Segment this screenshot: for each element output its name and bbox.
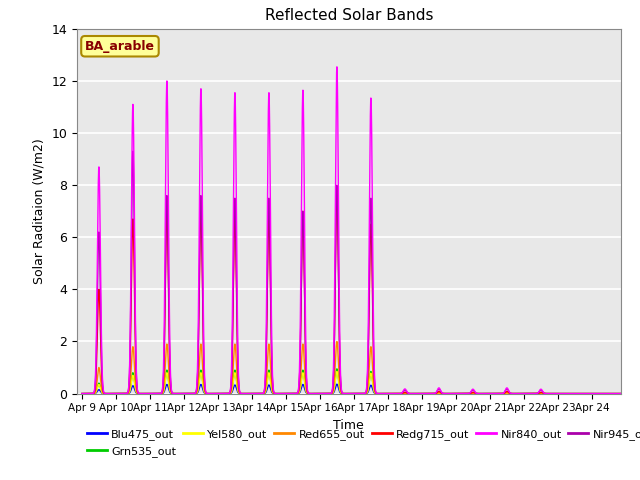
Nir840_out xyxy=(403,389,411,395)
Blu475_out xyxy=(191,391,198,396)
Y-axis label: Solar Raditaion (W/m2): Solar Raditaion (W/m2) xyxy=(33,138,45,284)
Yel580_out xyxy=(503,390,511,396)
X-axis label: Time: Time xyxy=(333,419,364,432)
Blu475_out xyxy=(503,391,511,396)
Grn535_out xyxy=(503,390,511,396)
Grn535_out xyxy=(622,391,630,396)
Redg715_out xyxy=(503,389,511,395)
Nir945_out xyxy=(191,391,198,396)
Red655_out xyxy=(191,391,198,396)
Grn535_out xyxy=(544,391,552,396)
Redg715_out xyxy=(191,391,198,396)
Nir945_out xyxy=(622,391,630,396)
Nir840_out xyxy=(530,391,538,396)
Grn535_out xyxy=(403,391,411,396)
Red655_out xyxy=(374,391,382,396)
Nir840_out xyxy=(78,391,86,396)
Grn535_out xyxy=(530,391,538,396)
Redg715_out xyxy=(403,390,411,396)
Nir945_out xyxy=(544,391,552,396)
Line: Nir945_out: Nir945_out xyxy=(82,151,626,394)
Blu475_out xyxy=(403,391,411,396)
Grn535_out xyxy=(374,391,382,396)
Yel580_out xyxy=(374,391,382,396)
Line: Redg715_out: Redg715_out xyxy=(82,188,626,394)
Blu475_out xyxy=(374,391,382,396)
Nir945_out xyxy=(596,391,604,396)
Nir945_out xyxy=(78,391,86,396)
Yel580_out xyxy=(622,391,630,396)
Grn535_out xyxy=(596,391,604,396)
Nir945_out xyxy=(403,390,411,396)
Yel580_out xyxy=(78,391,86,396)
Redg715_out xyxy=(596,391,604,396)
Yel580_out xyxy=(191,391,198,396)
Blu475_out xyxy=(544,391,552,396)
Title: Reflected Solar Bands: Reflected Solar Bands xyxy=(264,9,433,24)
Red655_out xyxy=(503,390,511,396)
Redg715_out xyxy=(374,391,382,396)
Yel580_out xyxy=(596,391,604,396)
Red655_out xyxy=(622,391,630,396)
Nir840_out xyxy=(503,385,511,391)
Red655_out xyxy=(596,391,604,396)
Legend: Blu475_out, Grn535_out, Yel580_out, Red655_out, Redg715_out, Nir840_out, Nir945_: Blu475_out, Grn535_out, Yel580_out, Red6… xyxy=(83,425,640,461)
Grn535_out xyxy=(191,391,198,396)
Nir840_out xyxy=(333,64,340,70)
Nir945_out xyxy=(129,148,137,154)
Nir840_out xyxy=(622,391,630,396)
Redg715_out xyxy=(333,185,340,191)
Nir840_out xyxy=(544,391,552,396)
Grn535_out xyxy=(78,391,86,396)
Blu475_out xyxy=(78,391,86,396)
Nir840_out xyxy=(191,391,198,396)
Blu475_out xyxy=(333,381,340,387)
Nir840_out xyxy=(596,391,604,396)
Line: Yel580_out: Yel580_out xyxy=(82,372,626,394)
Redg715_out xyxy=(530,391,538,396)
Nir840_out xyxy=(374,391,382,396)
Redg715_out xyxy=(78,391,86,396)
Red655_out xyxy=(544,391,552,396)
Nir945_out xyxy=(530,391,538,396)
Red655_out xyxy=(333,338,340,344)
Grn535_out xyxy=(333,366,340,372)
Line: Nir840_out: Nir840_out xyxy=(82,67,626,394)
Yel580_out xyxy=(403,391,411,396)
Nir945_out xyxy=(374,391,382,396)
Blu475_out xyxy=(596,391,604,396)
Text: BA_arable: BA_arable xyxy=(85,40,155,53)
Line: Red655_out: Red655_out xyxy=(82,341,626,394)
Yel580_out xyxy=(544,391,552,396)
Yel580_out xyxy=(333,369,340,374)
Redg715_out xyxy=(622,391,630,396)
Yel580_out xyxy=(530,391,538,396)
Redg715_out xyxy=(544,391,552,396)
Red655_out xyxy=(530,391,538,396)
Red655_out xyxy=(78,391,86,396)
Nir945_out xyxy=(503,386,511,392)
Line: Blu475_out: Blu475_out xyxy=(82,384,626,394)
Blu475_out xyxy=(622,391,630,396)
Red655_out xyxy=(403,391,411,396)
Blu475_out xyxy=(530,391,538,396)
Line: Grn535_out: Grn535_out xyxy=(82,369,626,394)
